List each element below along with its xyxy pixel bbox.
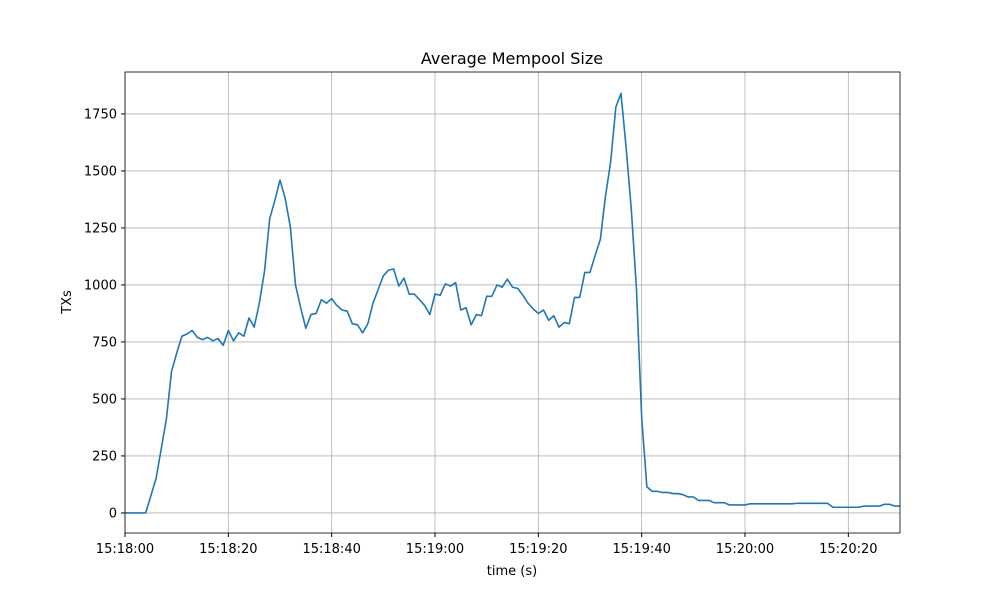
x-axis-label: time (s) — [487, 564, 537, 579]
y-tick-label: 1500 — [84, 164, 117, 179]
y-tick-label: 250 — [92, 449, 117, 464]
x-tick-label: 15:18:20 — [199, 542, 257, 557]
y-tick-label: 1750 — [84, 107, 117, 122]
data-line — [125, 92, 900, 514]
plot-frame — [124, 71, 901, 534]
x-tick-label: 15:19:00 — [406, 542, 464, 557]
y-tick-label: 1000 — [84, 278, 117, 293]
y-tick-label: 750 — [92, 335, 117, 350]
x-tick-label: 15:19:20 — [509, 542, 567, 557]
chart-title: Average Mempool Size — [421, 49, 603, 68]
y-tick-label: 0 — [109, 506, 117, 521]
x-tick-label: 15:18:00 — [96, 542, 154, 557]
x-tick-label: 15:19:40 — [612, 542, 670, 557]
x-tick-label: 15:18:40 — [302, 542, 360, 557]
y-tick-label: 1250 — [84, 221, 117, 236]
x-tick-label: 15:20:00 — [716, 542, 774, 557]
x-tick-label: 15:20:20 — [819, 542, 877, 557]
y-axis-label: TXs — [60, 290, 75, 315]
y-tick-label: 500 — [92, 392, 117, 407]
